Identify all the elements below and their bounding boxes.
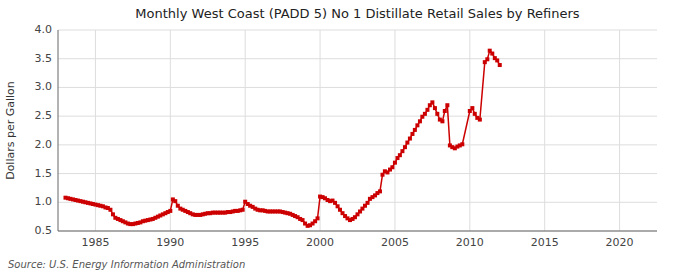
point <box>333 201 337 205</box>
point <box>443 109 447 113</box>
point <box>460 142 464 146</box>
point <box>408 137 412 141</box>
point <box>301 218 305 222</box>
grid-line-x <box>394 30 395 231</box>
x-tick-label: 1990 <box>156 236 184 249</box>
point <box>241 208 245 212</box>
y-tick-label: 3.5 <box>35 52 53 65</box>
grid <box>58 30 657 231</box>
grid-line-x <box>170 30 171 231</box>
point <box>168 209 172 213</box>
grid-line-y <box>58 231 657 232</box>
grid-line-y <box>58 30 657 31</box>
point <box>316 216 320 220</box>
x-tick-label: 2000 <box>306 236 334 249</box>
grid-line-x <box>469 30 470 231</box>
point <box>470 106 474 110</box>
x-tick-label: 1995 <box>231 236 259 249</box>
point <box>338 208 342 212</box>
x-tick-label: 2010 <box>456 236 484 249</box>
point <box>108 208 112 212</box>
y-axis-line <box>58 30 59 231</box>
point <box>490 52 494 56</box>
point <box>425 108 429 112</box>
source-note: Source: U.S. Energy Information Administ… <box>8 259 245 270</box>
point <box>336 204 340 208</box>
y-tick-label: 0.5 <box>35 224 53 237</box>
grid-line-y <box>58 87 657 88</box>
point <box>111 212 115 216</box>
grid-line-y <box>58 202 657 203</box>
y-tick-label: 4.0 <box>35 23 53 36</box>
grid-line-x <box>95 30 96 231</box>
x-axis-line <box>58 231 657 232</box>
point <box>413 128 417 132</box>
point <box>430 100 434 104</box>
point <box>433 106 437 110</box>
grid-line-y <box>58 116 657 117</box>
y-tick-label: 2.0 <box>35 138 53 151</box>
line <box>65 51 499 226</box>
point <box>473 112 477 116</box>
grid-line-y <box>58 58 657 59</box>
x-tick-label: 1985 <box>81 236 109 249</box>
point <box>445 103 449 107</box>
point <box>398 153 402 157</box>
point <box>495 58 499 62</box>
y-tick-label: 1.5 <box>35 167 53 180</box>
point <box>435 112 439 116</box>
x-tick-label: 2015 <box>531 236 559 249</box>
point <box>415 123 419 127</box>
point <box>173 199 177 203</box>
point <box>440 119 444 123</box>
x-tick-label: 2020 <box>606 236 634 249</box>
grid-line-y <box>58 173 657 174</box>
point <box>405 141 409 145</box>
grid-line-x <box>619 30 620 231</box>
y-tick-label: 3.0 <box>35 80 53 93</box>
y-tick-label: 1.0 <box>35 195 53 208</box>
point <box>410 132 414 136</box>
point <box>485 57 489 61</box>
point <box>400 149 404 153</box>
point <box>418 119 422 123</box>
point <box>393 161 397 165</box>
grid-line-x <box>544 30 545 231</box>
x-tick-label: 2005 <box>381 236 409 249</box>
point <box>478 118 482 122</box>
chart: 0.5 1.0 1.5 2.0 2.5 3.0 3.5 4.0 1985 1990 1995 2000… <box>0 0 675 275</box>
y-axis-label: Dollars per Gallon <box>4 81 17 180</box>
point <box>403 145 407 149</box>
point <box>390 165 394 169</box>
point <box>381 173 385 177</box>
point <box>366 201 370 205</box>
grid-line-y <box>58 144 657 145</box>
title: Monthly West Coast (PADD 5) No 1 Distill… <box>135 6 580 21</box>
point <box>498 63 502 67</box>
point <box>423 112 427 116</box>
point <box>378 189 382 193</box>
y-tick-label: 2.5 <box>35 109 53 122</box>
plot-data <box>63 49 501 228</box>
